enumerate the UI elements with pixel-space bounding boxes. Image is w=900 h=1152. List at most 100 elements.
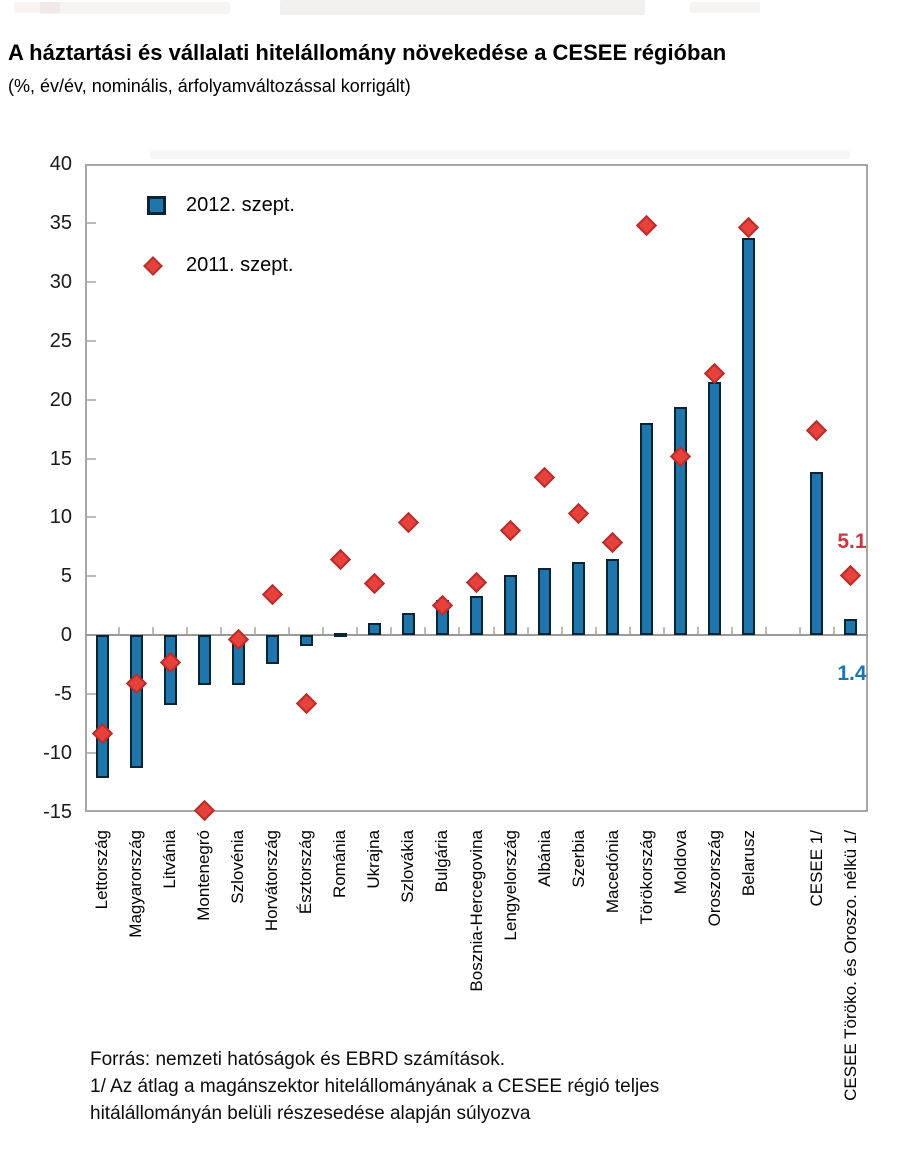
x-axis-label: Macedónia [602,830,622,914]
bar [504,575,518,636]
bar [401,612,415,636]
category-tick [186,627,189,635]
y-axis-tick [87,575,96,578]
x-axis-label: Szlovénia [228,830,248,904]
bar [129,635,143,769]
source-line: Forrás: nemzeti hatóságok és EBRD számít… [90,1049,505,1070]
x-axis-label: Szerbia [568,830,588,888]
bar [606,558,620,636]
x-axis-label: Belarusz [738,830,758,897]
value-annotation: 1.4 [837,662,867,686]
bar [333,632,347,637]
legend-label-2012: 2012. szept. [186,194,295,216]
page-title: A háztartási és vállalati hitelállomány … [8,40,727,65]
category-tick [798,627,801,635]
page-subtitle: (%, év/év, nominális, árfolyamváltozássa… [8,76,411,96]
x-axis-label: Ukrajna [364,830,384,889]
x-axis-label: Lengyelország [500,830,520,941]
category-tick [526,627,529,635]
category-tick [356,627,359,635]
y-axis-tick [87,398,96,401]
footnote-line: 1/ Az átlag a magánszektor hitelállomány… [90,1076,660,1097]
category-tick [492,627,495,635]
category-tick [662,627,665,635]
zero-axis-line [85,634,868,637]
bar [538,568,552,636]
category-tick [730,627,733,635]
y-axis-label: 5 [60,565,72,588]
x-axis-label: CESEE Töröko. és Oroszo. nélkü 1/ [840,830,860,1101]
category-tick [764,627,767,635]
bar [674,406,688,636]
bar [572,562,586,636]
x-axis-label: Montenegró [194,830,214,921]
x-axis-label: Szlovákia [398,830,418,903]
category-tick [118,627,121,635]
legend-label-2011: 2011. szept. [186,254,294,276]
y-axis-label: 30 [49,270,72,293]
ghost-artifact [40,2,230,14]
y-axis-tick [87,221,96,224]
category-tick [390,627,393,635]
x-axis-label: Lettország [92,830,112,910]
x-axis-label: Magyarország [126,830,146,938]
y-axis-label: 25 [49,329,72,352]
category-tick [560,627,563,635]
bar [299,635,313,646]
category-tick [458,627,461,635]
bar [742,238,756,636]
category-tick [424,627,427,635]
y-axis-label: -15 [43,801,72,823]
bar [844,618,858,636]
ghost-artifact [150,150,850,159]
y-axis-tick [87,280,96,283]
y-axis-label: 35 [49,211,72,234]
bar [640,423,654,636]
bar [470,596,483,636]
category-tick [696,627,699,635]
y-axis-tick [87,516,96,519]
bar [95,635,109,778]
bar [708,381,722,636]
legend-square-icon [147,196,166,215]
plot-area [85,164,868,812]
y-axis-tick [87,752,96,755]
category-tick [832,627,835,635]
y-axis-tick [87,693,96,696]
footnote-line: hitálállományán belüli részesedése alapj… [90,1103,531,1124]
bar [265,635,279,664]
y-axis-label: 40 [49,153,72,175]
x-axis-label: Moldova [670,830,690,895]
x-axis-label: Észtország [296,830,316,915]
category-tick [152,627,155,635]
x-axis-label: Albánia [534,830,554,887]
bar [197,635,211,685]
bar [810,471,824,636]
x-axis-label: Oroszország [704,830,724,927]
bar [367,623,381,636]
category-tick [288,627,291,635]
y-axis-tick [87,457,96,460]
source-note: Forrás: nemzeti hatóságok és EBRD számít… [90,1046,659,1127]
ghost-artifact [690,2,760,13]
category-tick [220,627,223,635]
value-annotation: 5.1 [837,530,867,554]
category-tick [594,627,597,635]
y-axis-label: 10 [49,506,72,529]
x-axis-label: Törökország [636,830,656,925]
category-tick [628,627,631,635]
y-axis-label: 15 [49,447,72,470]
x-axis-label: Románia [330,830,350,899]
y-axis-label: 20 [49,388,72,411]
x-axis-label: Litvánia [160,830,180,889]
y-axis-tick [87,339,96,342]
y-axis-label: 0 [60,624,72,647]
y-axis-label: -5 [54,683,72,706]
x-axis-label: Horvátország [262,830,282,932]
ghost-artifact [14,2,60,13]
ghost-artifact [280,0,645,15]
category-tick [254,627,257,635]
x-axis-label: Bulgária [432,830,452,893]
category-tick [322,627,325,635]
x-axis-label: Bosznia-Hercegovina [466,830,486,992]
